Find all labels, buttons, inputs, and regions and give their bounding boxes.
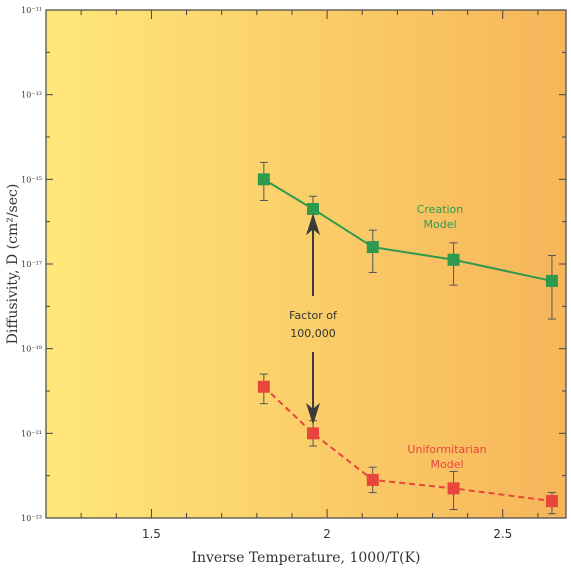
arrow-up-head [306,213,321,236]
data-point [545,495,558,508]
x-axis-label: Inverse Temperature, 1000/T(K) [191,550,420,566]
data-point [257,173,270,186]
y-tick-label: 10⁻¹³ [21,91,42,100]
data-point [366,241,379,254]
arrow-down-head [306,402,321,425]
y-tick-label: 10⁻¹⁵ [21,175,42,184]
x-tick-label: 1.5 [142,527,161,541]
x-tick-label: 2 [323,527,331,541]
y-tick-label: 10⁻¹¹ [21,6,42,15]
y-tick-label: 10⁻¹⁷ [21,260,42,269]
data-point [447,482,460,495]
plot-frame [45,9,567,519]
y-axis-label: Diffusivity, D (cm²/sec) [5,184,21,345]
creation-model-label: Creation [417,203,464,216]
factor-label: Factor of [289,309,338,322]
data-point [307,202,320,215]
plot-background [46,10,566,518]
data-point [307,427,320,440]
factor-label: 100,000 [290,327,336,340]
creation-model-label: Model [423,218,456,231]
data-point [257,380,270,393]
x-tick-label: 2.5 [493,527,512,541]
series-uniformitarian [257,373,558,515]
data-point [366,473,379,486]
data-point [545,274,558,287]
y-tick-label: 10⁻²³ [21,514,42,523]
data-point [447,253,460,266]
uniformitarian-model-label: Uniformitarian [407,443,486,456]
y-tick-label: 10⁻¹⁹ [21,345,43,354]
uniformitarian-model-label: Model [430,458,463,471]
y-tick-label: 10⁻²¹ [21,429,42,438]
